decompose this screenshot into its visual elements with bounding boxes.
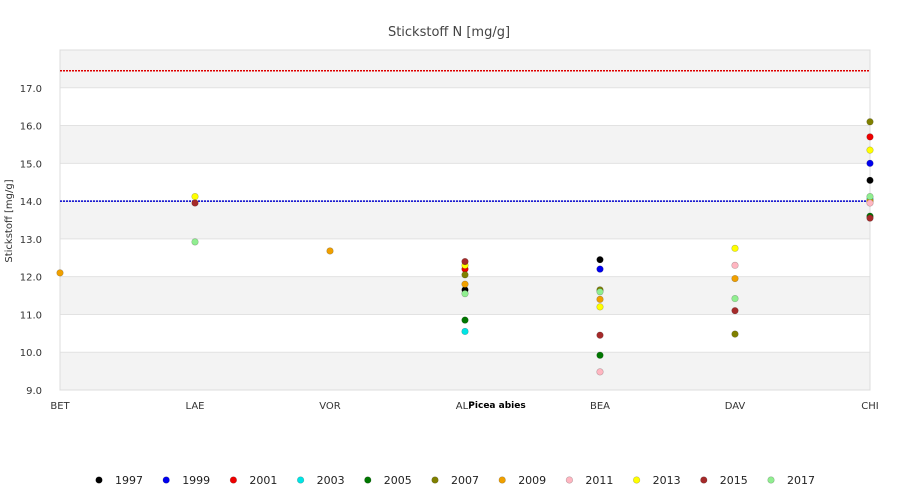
data-point-2009 <box>326 247 334 255</box>
y-tick-label: 10.0 <box>20 348 42 359</box>
grid-band <box>60 125 870 164</box>
data-point-2015 <box>866 214 874 222</box>
data-point-2017 <box>731 294 739 303</box>
data-point-2017 <box>866 192 874 201</box>
data-point-2013 <box>191 192 199 201</box>
legend-label: 2007 <box>451 474 479 487</box>
y-tick-label: 17.0 <box>20 84 42 95</box>
grid-band <box>60 201 870 239</box>
x-tick-label: DAV <box>725 401 746 412</box>
y-tick-label: 13.0 <box>20 235 42 246</box>
legend-label: 1999 <box>182 474 210 487</box>
y-tick-label: 16.0 <box>20 122 42 133</box>
data-point-2015 <box>461 257 469 266</box>
legend-label: 2009 <box>518 474 546 487</box>
data-point-2009 <box>56 269 64 277</box>
legend-marker <box>229 476 237 484</box>
data-point-1999 <box>866 159 874 167</box>
x-tick-label: BEA <box>590 401 610 412</box>
data-point-1999 <box>596 265 604 273</box>
legend-marker <box>565 476 574 484</box>
y-axis-ticks: 9.0 10.0 11.0 12.0 13.0 14.0 15.0 16.0 17.0 <box>20 84 42 397</box>
data-point-2003 <box>461 327 469 336</box>
y-tick-label: 15.0 <box>20 159 42 170</box>
data-point-2011 <box>866 199 874 207</box>
legend-label: 2003 <box>317 474 345 487</box>
legend-label: 2005 <box>384 474 412 487</box>
data-point-2017 <box>461 290 469 298</box>
y-axis-label: Stickstoff [mg/g] <box>4 179 15 262</box>
x-tick-label: BET <box>50 401 70 412</box>
legend-marker <box>700 476 708 484</box>
data-point-2011 <box>596 368 604 376</box>
legend-marker <box>498 476 506 484</box>
chart-title: Stickstoff N [mg/g] <box>388 25 510 40</box>
legend-marker <box>632 476 641 484</box>
legend-label: 1997 <box>115 474 143 487</box>
legend: 1997 1999 2001 2003 2005 2007 2009 2011 2013 2015… <box>95 474 815 487</box>
y-tick-label: 12.0 <box>20 273 42 284</box>
legend-label: 2001 <box>249 474 277 487</box>
data-point-2017 <box>191 238 199 246</box>
data-point-2001 <box>866 133 874 141</box>
data-point-2015 <box>596 331 604 339</box>
data-point-2011 <box>731 261 739 269</box>
grid-band <box>60 50 870 88</box>
x-tick-label: LAE <box>186 401 205 412</box>
species-annotation: Picea abies <box>468 401 525 411</box>
data-point-1997 <box>596 256 604 264</box>
y-tick-label: 11.0 <box>20 310 42 321</box>
data-point-2013 <box>866 146 874 154</box>
y-tick-label: 9.0 <box>26 386 42 397</box>
grid-band <box>60 163 870 202</box>
data-point-2013 <box>596 303 604 311</box>
data-points <box>56 118 874 376</box>
legend-marker <box>95 476 103 484</box>
grid-band <box>60 352 870 390</box>
data-point-1997 <box>866 176 874 184</box>
data-point-2009 <box>731 274 739 283</box>
grid-band <box>60 87 870 126</box>
y-tick-label: 14.0 <box>20 197 42 208</box>
legend-marker <box>297 476 305 484</box>
legend-label: 2011 <box>585 474 613 487</box>
legend-marker <box>364 476 372 484</box>
data-point-2015 <box>731 307 739 315</box>
data-point-2007 <box>461 271 469 279</box>
legend-marker <box>431 476 439 484</box>
data-point-2007 <box>731 330 739 338</box>
data-point-2013 <box>731 244 739 252</box>
data-point-2005 <box>596 351 604 359</box>
x-tick-label: ALP <box>456 401 474 412</box>
legend-label: 2015 <box>720 474 748 487</box>
legend-marker <box>162 476 170 484</box>
data-point-2017 <box>596 288 604 296</box>
x-tick-label: VOR <box>319 401 341 412</box>
data-point-2007 <box>866 118 874 126</box>
x-axis-ticks: BET LAE VOR ALP BEA DAV CHI <box>50 401 878 412</box>
legend-label: 2013 <box>653 474 681 487</box>
data-point-2015 <box>191 199 199 207</box>
data-point-2005 <box>461 316 469 324</box>
x-tick-label: CHI <box>861 401 878 412</box>
legend-label: 2017 <box>787 474 815 487</box>
grid-bands <box>60 50 870 391</box>
data-point-2009 <box>596 295 604 303</box>
data-point-2009 <box>461 280 469 288</box>
legend-marker <box>767 476 775 484</box>
